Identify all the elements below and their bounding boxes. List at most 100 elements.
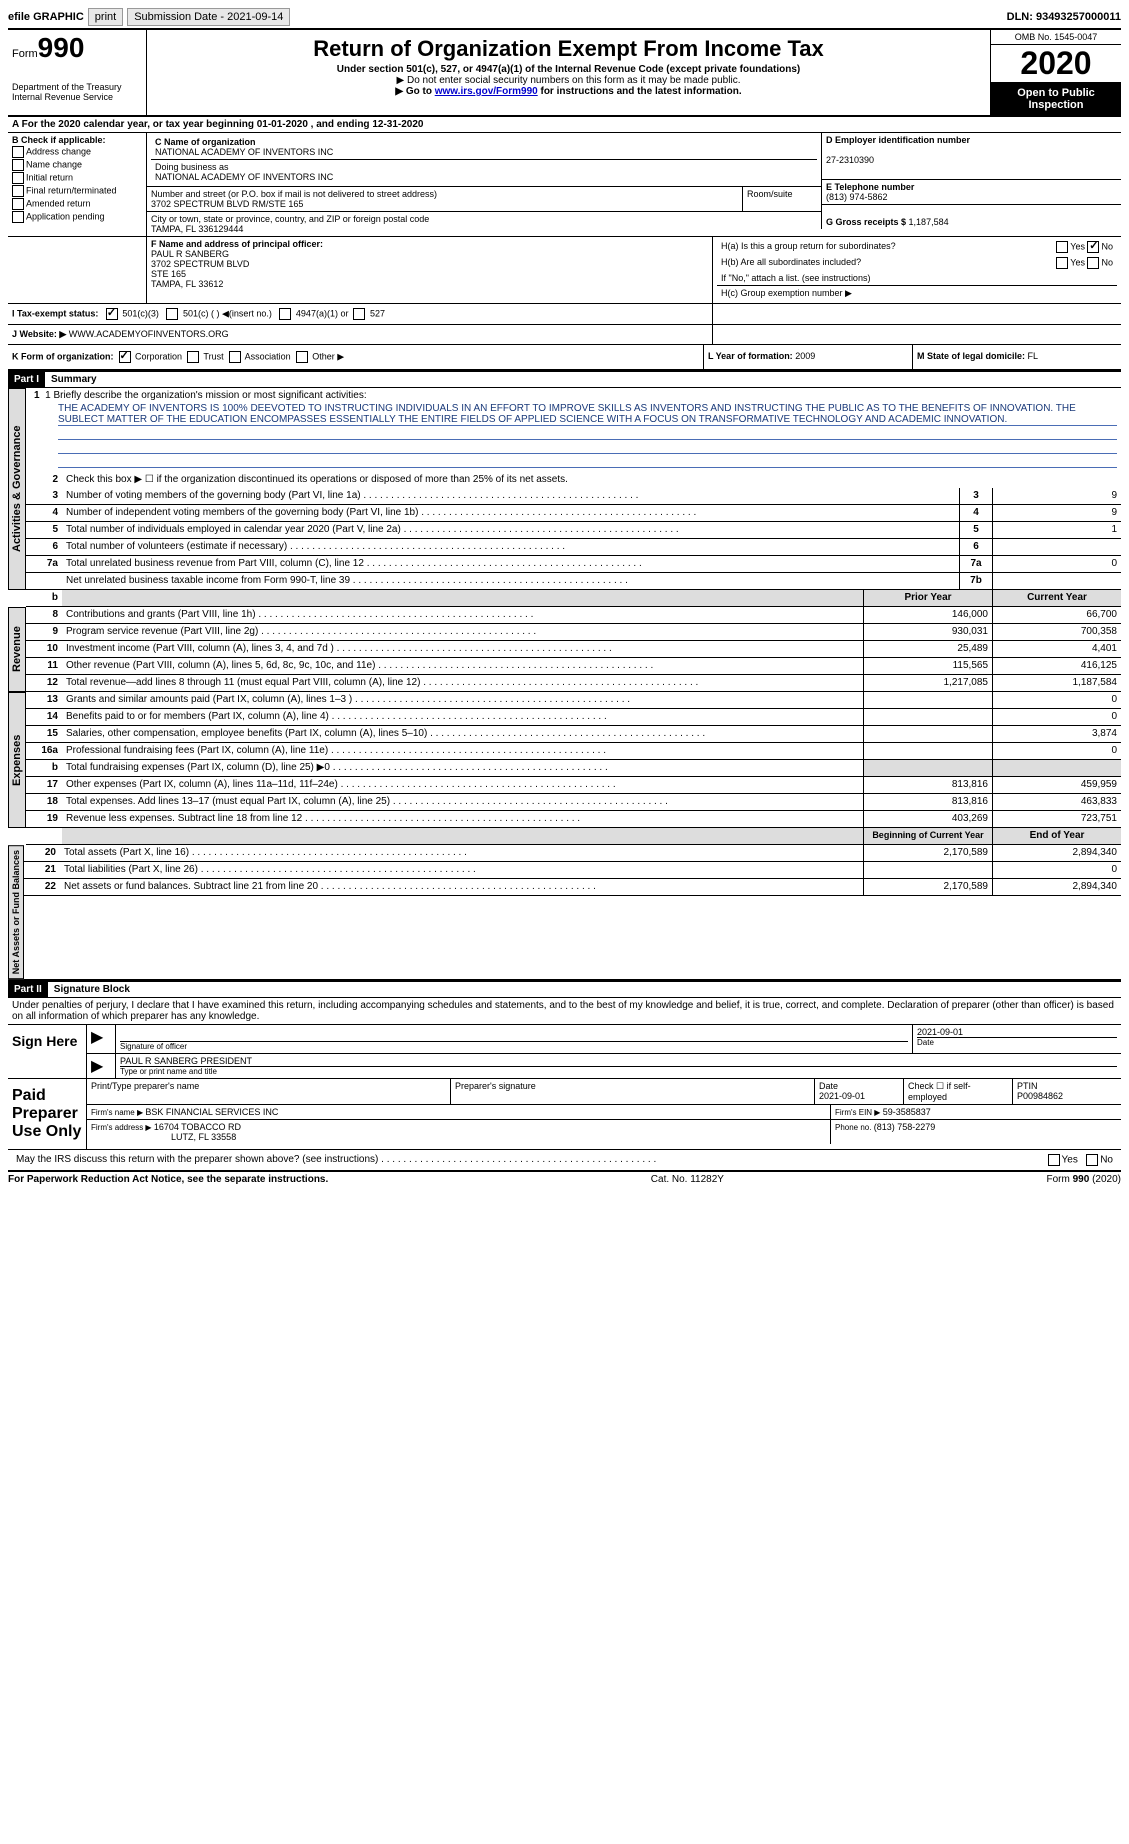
row-f-h: F Name and address of principal officer:… (8, 237, 1121, 304)
summary-line: 22 Net assets or fund balances. Subtract… (24, 879, 1121, 896)
print-button[interactable]: print (88, 8, 123, 26)
check-pending: Application pending (12, 211, 142, 223)
tab-revenue: Revenue (8, 607, 26, 692)
city-cell: City or town, state or province, country… (147, 212, 821, 236)
discuss-no[interactable] (1086, 1154, 1098, 1166)
form-note1: ▶ Do not enter social security numbers o… (151, 75, 986, 86)
irs-link[interactable]: www.irs.gov/Form990 (435, 86, 538, 97)
dept-label: Department of the Treasury (12, 82, 142, 92)
header-center: Return of Organization Exempt From Incom… (147, 30, 990, 115)
part1-header: Part I Summary (8, 371, 1121, 388)
check-trust[interactable] (187, 351, 199, 363)
col-c: C Name of organization NATIONAL ACADEMY … (147, 133, 821, 236)
check-name: Name change (12, 159, 142, 171)
tab-expenses: Expenses (8, 692, 26, 828)
website-url: WWW.ACADEMYOFINVENTORS.ORG (69, 329, 229, 339)
check-final: Final return/terminated (12, 185, 142, 197)
section-expenses: Expenses 13 Grants and similar amounts p… (8, 692, 1121, 828)
ha-no[interactable] (1087, 241, 1099, 253)
summary-line: 7a Total unrelated business revenue from… (26, 556, 1121, 573)
discuss-yes[interactable] (1048, 1154, 1060, 1166)
summary-line: 19 Revenue less expenses. Subtract line … (26, 811, 1121, 828)
summary-line: 4 Number of independent voting members o… (26, 505, 1121, 522)
sign-here: Sign Here ▶ Signature of officer 2021-09… (8, 1025, 1121, 1079)
discuss-row: May the IRS discuss this return with the… (8, 1150, 1121, 1172)
hb-no[interactable] (1087, 257, 1099, 269)
col-header-row: X b Prior Year Current Year (8, 590, 1121, 607)
col-b-title: B Check if applicable: (12, 135, 106, 145)
net-header-row: X Beginning of Current Year End of Year (8, 828, 1121, 845)
check-corp[interactable] (119, 351, 131, 363)
form-note2: ▶ Go to www.irs.gov/Form990 for instruct… (151, 86, 986, 97)
row-i: I Tax-exempt status: 501(c)(3) 501(c) ( … (8, 304, 1121, 325)
summary-line: Net unrelated business taxable income fr… (26, 573, 1121, 590)
col-right: D Employer identification number 27-2310… (821, 133, 1121, 236)
summary-line: 5 Total number of individuals employed i… (26, 522, 1121, 539)
summary-line: 13 Grants and similar amounts paid (Part… (26, 692, 1121, 709)
summary-line: 3 Number of voting members of the govern… (26, 488, 1121, 505)
summary-line: 18 Total expenses. Add lines 13–17 (must… (26, 794, 1121, 811)
check-initial: Initial return (12, 172, 142, 184)
mission-text: THE ACADEMY OF INVENTORS IS 100% DEEVOTE… (58, 403, 1117, 426)
form-number: Form990 (12, 32, 142, 64)
check-501c[interactable] (166, 308, 178, 320)
summary-line: 9 Program service revenue (Part VIII, li… (26, 624, 1121, 641)
declaration: Under penalties of perjury, I declare th… (8, 998, 1121, 1025)
paid-preparer: Paid Preparer Use Only Print/Type prepar… (8, 1079, 1121, 1150)
ha-yes[interactable] (1056, 241, 1068, 253)
summary-line: 14 Benefits paid to or for members (Part… (26, 709, 1121, 726)
row-klm: K Form of organization: Corporation Trus… (8, 345, 1121, 371)
topbar: efile GRAPHIC print Submission Date - 20… (8, 8, 1121, 26)
section-net: Net Assets or Fund Balances 20 Total ass… (8, 845, 1121, 981)
h-cell: H(a) Is this a group return for subordin… (712, 237, 1121, 303)
tab-governance: Activities & Governance (8, 388, 26, 590)
row-j: J Website: ▶ WWW.ACADEMYOFINVENTORS.ORG (8, 325, 1121, 345)
phone-cell: E Telephone number (813) 974-5862 (821, 180, 1121, 205)
gross-cell: G Gross receipts $ 1,187,584 (821, 205, 1121, 229)
summary-line: 20 Total assets (Part X, line 16) 2,170,… (24, 845, 1121, 862)
check-address: Address change (12, 146, 142, 158)
submission-date-button[interactable]: Submission Date - 2021-09-14 (127, 8, 290, 26)
room-cell: Room/suite (743, 187, 821, 211)
tax-year: 2020 (991, 44, 1121, 83)
check-527[interactable] (353, 308, 365, 320)
check-501c3[interactable] (106, 308, 118, 320)
summary-line: 12 Total revenue—add lines 8 through 11 … (26, 675, 1121, 692)
open-public-badge: Open to Public Inspection (991, 83, 1121, 115)
form-subtitle: Under section 501(c), 527, or 4947(a)(1)… (151, 64, 986, 75)
header-right: OMB No. 1545-0047 2020 Open to Public In… (990, 30, 1121, 115)
org-name-cell: C Name of organization NATIONAL ACADEMY … (151, 135, 817, 160)
summary-line: 8 Contributions and grants (Part VIII, l… (26, 607, 1121, 624)
mission-block: 1 1 Briefly describe the organization's … (26, 388, 1121, 472)
section-governance: Activities & Governance 1 1 Briefly desc… (8, 388, 1121, 590)
officer-cell: F Name and address of principal officer:… (147, 237, 712, 303)
summary-line: 11 Other revenue (Part VIII, column (A),… (26, 658, 1121, 675)
irs-label: Internal Revenue Service (12, 92, 142, 102)
efile-label: efile GRAPHIC (8, 11, 84, 23)
section-revenue: Revenue 8 Contributions and grants (Part… (8, 607, 1121, 692)
summary-line: 15 Salaries, other compensation, employe… (26, 726, 1121, 743)
row-a: A For the 2020 calendar year, or tax yea… (8, 117, 1121, 133)
check-amended: Amended return (12, 198, 142, 210)
summary-line: 6 Total number of volunteers (estimate i… (26, 539, 1121, 556)
hb-yes[interactable] (1056, 257, 1068, 269)
summary-line: b Total fundraising expenses (Part IX, c… (26, 760, 1121, 777)
main-grid: B Check if applicable: Address change Na… (8, 133, 1121, 237)
omb-label: OMB No. 1545-0047 (991, 30, 1121, 44)
header-left: Form990 Department of the Treasury Inter… (8, 30, 147, 115)
form-header: Form990 Department of the Treasury Inter… (8, 28, 1121, 117)
dba-cell: Doing business as NATIONAL ACADEMY OF IN… (151, 160, 817, 184)
summary-line: 21 Total liabilities (Part X, line 26) 0 (24, 862, 1121, 879)
dln-label: DLN: 93493257000011 (1007, 11, 1121, 23)
tab-net: Net Assets or Fund Balances (8, 845, 24, 979)
ein-cell: D Employer identification number 27-2310… (821, 133, 1121, 180)
part2-header: Part II Signature Block (8, 981, 1121, 998)
addr-cell: Number and street (or P.O. box if mail i… (147, 187, 821, 212)
summary-line: 10 Investment income (Part VIII, column … (26, 641, 1121, 658)
form-footer: Form 990 (2020) (1047, 1174, 1121, 1185)
form-title: Return of Organization Exempt From Incom… (151, 36, 986, 62)
check-other[interactable] (296, 351, 308, 363)
check-4947[interactable] (279, 308, 291, 320)
check-assoc[interactable] (229, 351, 241, 363)
summary-line: 17 Other expenses (Part IX, column (A), … (26, 777, 1121, 794)
